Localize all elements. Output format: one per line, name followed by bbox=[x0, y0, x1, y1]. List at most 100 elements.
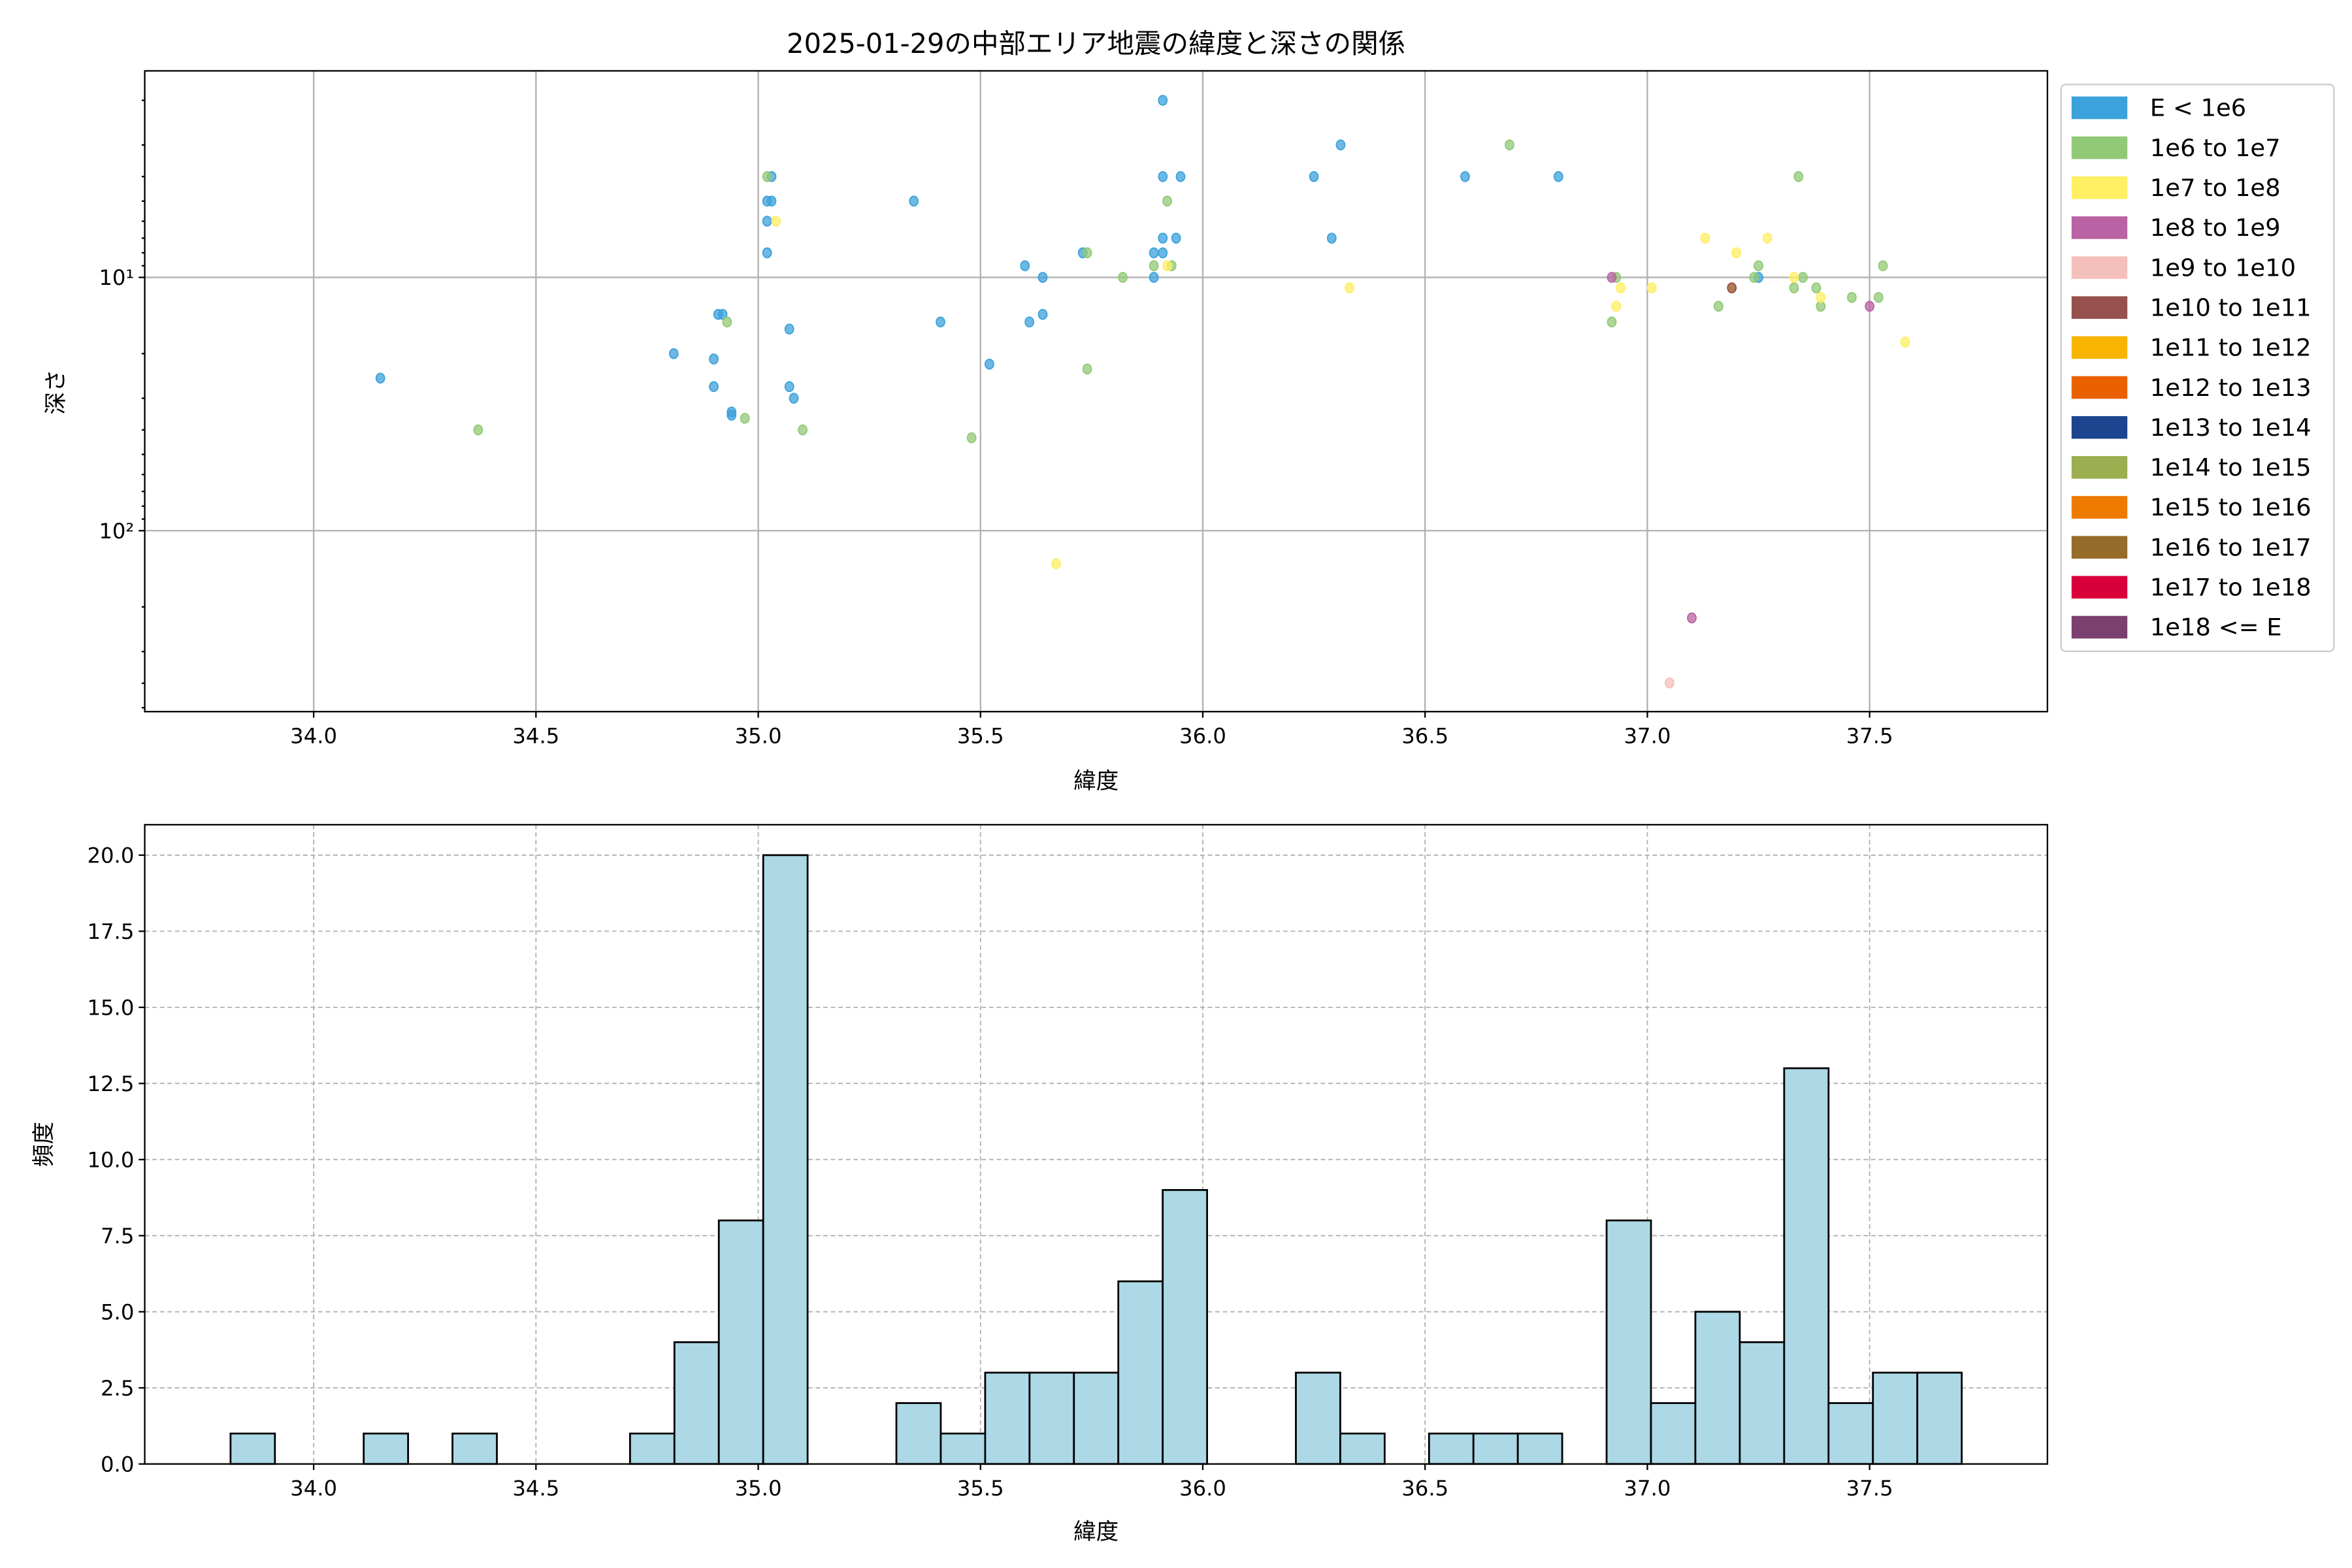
scatter-point bbox=[1665, 677, 1674, 689]
histogram-bars bbox=[229, 854, 1963, 1465]
histogram-bar bbox=[1739, 1341, 1786, 1465]
legend-label: 1e16 to 1e17 bbox=[2150, 533, 2311, 561]
histogram-y-tick-label: 5.0 bbox=[101, 1299, 134, 1324]
histogram-axes-frame bbox=[144, 824, 2048, 1465]
scatter-point bbox=[1793, 171, 1804, 182]
legend-swatch bbox=[2071, 536, 2128, 559]
scatter-point bbox=[717, 308, 728, 320]
scatter-point bbox=[1607, 272, 1617, 283]
scatter-point bbox=[1900, 336, 1910, 348]
histogram-x-tick-label: 37.0 bbox=[1624, 1476, 1671, 1501]
histogram-y-tick-label: 15.0 bbox=[87, 995, 134, 1020]
histogram-bar bbox=[1516, 1432, 1563, 1465]
scatter-point bbox=[1687, 612, 1697, 624]
histogram-bar bbox=[1827, 1402, 1874, 1465]
legend-swatch bbox=[2071, 136, 2128, 159]
scatter-ylabel: 深さ bbox=[43, 369, 69, 414]
legend-swatch bbox=[2071, 256, 2128, 279]
histogram-bar bbox=[629, 1432, 676, 1465]
histogram-bar bbox=[1783, 1067, 1830, 1465]
histogram-bar bbox=[1650, 1402, 1697, 1465]
histogram-x-tick-label: 37.5 bbox=[1846, 1476, 1893, 1501]
scatter-point bbox=[1789, 272, 1799, 283]
scatter-point bbox=[985, 359, 994, 370]
scatter-point bbox=[1037, 272, 1048, 283]
legend-swatch bbox=[2071, 615, 2128, 639]
legend-box bbox=[2060, 84, 2335, 653]
scatter-point bbox=[1749, 272, 1759, 283]
histogram-x-tick-label: 34.5 bbox=[512, 1476, 559, 1501]
scatter-point bbox=[1171, 233, 1181, 244]
histogram-bar bbox=[1117, 1280, 1164, 1465]
legend-label: 1e14 to 1e15 bbox=[2150, 453, 2311, 482]
histogram-xlabel: 緯度 bbox=[1073, 1519, 1119, 1545]
legend-swatch bbox=[2071, 296, 2128, 319]
scatter-point bbox=[1158, 95, 1168, 106]
scatter-point bbox=[1149, 272, 1159, 283]
scatter-point bbox=[1731, 247, 1741, 259]
histogram-bar bbox=[1295, 1371, 1341, 1465]
legend-label: 1e13 to 1e14 bbox=[2150, 414, 2311, 442]
histogram-bar bbox=[1472, 1432, 1519, 1465]
legend: E < 1e6 1e6 to 1e7 1e7 to 1e8 1e8 to 1e9 1e9… bbox=[2060, 84, 2335, 653]
scatter-point bbox=[1162, 195, 1172, 207]
scatter-point bbox=[1158, 233, 1168, 244]
histogram-bar bbox=[1162, 1189, 1208, 1465]
histogram-bar bbox=[1428, 1432, 1475, 1465]
scatter-point bbox=[1607, 316, 1617, 328]
scatter-x-tick-label: 35.5 bbox=[957, 724, 1004, 749]
scatter-point bbox=[1505, 139, 1514, 151]
scatter-point bbox=[1816, 291, 1826, 303]
scatter-x-tick-label: 36.5 bbox=[1401, 724, 1448, 749]
scatter-point bbox=[1646, 282, 1657, 293]
histogram-y-tick-label: 0.0 bbox=[101, 1452, 134, 1477]
scatter-point bbox=[1345, 282, 1354, 293]
scatter-point bbox=[966, 432, 977, 444]
scatter-xlabel: 緯度 bbox=[1073, 768, 1119, 794]
histogram-x-tick-label: 35.0 bbox=[735, 1476, 782, 1501]
scatter-point bbox=[1816, 301, 1826, 312]
scatter-point bbox=[1158, 171, 1168, 182]
histogram-ticks: 34.0 34.5 35.0 35.5 36.0 36.5 37.0 37.5 0.0 2.5 5.… bbox=[87, 843, 1893, 1501]
legend-label: 1e7 to 1e8 bbox=[2150, 174, 2281, 202]
histogram-bar bbox=[939, 1432, 987, 1465]
legend-swatch bbox=[2071, 336, 2128, 359]
legend-label: 1e17 to 1e18 bbox=[2150, 574, 2311, 602]
scatter-point bbox=[668, 348, 679, 359]
scatter-point bbox=[740, 412, 750, 424]
scatter-point bbox=[1158, 247, 1168, 259]
scatter-points bbox=[375, 95, 1910, 689]
histogram-bar bbox=[984, 1371, 1031, 1465]
scatter-plot: 34.0 34.5 35.0 35.5 36.0 36.5 37.0 37.5 10¹ 10² 緯… bbox=[43, 70, 2048, 794]
histogram-bar bbox=[1605, 1219, 1652, 1465]
scatter-point bbox=[1811, 282, 1821, 293]
scatter-point bbox=[798, 424, 808, 436]
scatter-point bbox=[1713, 301, 1723, 312]
scatter-point bbox=[771, 216, 781, 227]
histogram-y-tick-label: 10.0 bbox=[87, 1147, 134, 1172]
histogram-ylabel: 頻度 bbox=[31, 1122, 57, 1167]
scatter-point bbox=[789, 393, 799, 404]
scatter-point bbox=[1553, 171, 1563, 182]
chart-title: 2025-01-29の中部エリア地震の緯度と深さの関係 bbox=[787, 27, 1405, 59]
legend-swatch bbox=[2071, 376, 2128, 399]
histogram-bar bbox=[1339, 1432, 1386, 1465]
histogram-y-tick-label: 17.5 bbox=[87, 919, 134, 944]
histogram-bar bbox=[762, 854, 809, 1465]
scatter-x-tick-label: 34.5 bbox=[512, 724, 559, 749]
legend-label: 1e18 <= E bbox=[2150, 613, 2282, 642]
scatter-point bbox=[762, 171, 772, 182]
histogram-y-tick-label: 20.0 bbox=[87, 843, 134, 868]
histogram-x-tick-label: 35.5 bbox=[957, 1476, 1004, 1501]
scatter-x-tick-label: 34.0 bbox=[290, 724, 337, 749]
scatter-point bbox=[1149, 247, 1159, 259]
scatter-point bbox=[1611, 301, 1622, 312]
histogram-bar bbox=[1872, 1371, 1919, 1465]
scatter-x-tick-label: 35.0 bbox=[735, 724, 782, 749]
scatter-point bbox=[1878, 260, 1888, 272]
scatter-point bbox=[709, 381, 719, 393]
scatter-x-tick-label: 37.5 bbox=[1846, 724, 1893, 749]
histogram-bar bbox=[1028, 1371, 1075, 1465]
legend-label: 1e9 to 1e10 bbox=[2150, 253, 2296, 282]
